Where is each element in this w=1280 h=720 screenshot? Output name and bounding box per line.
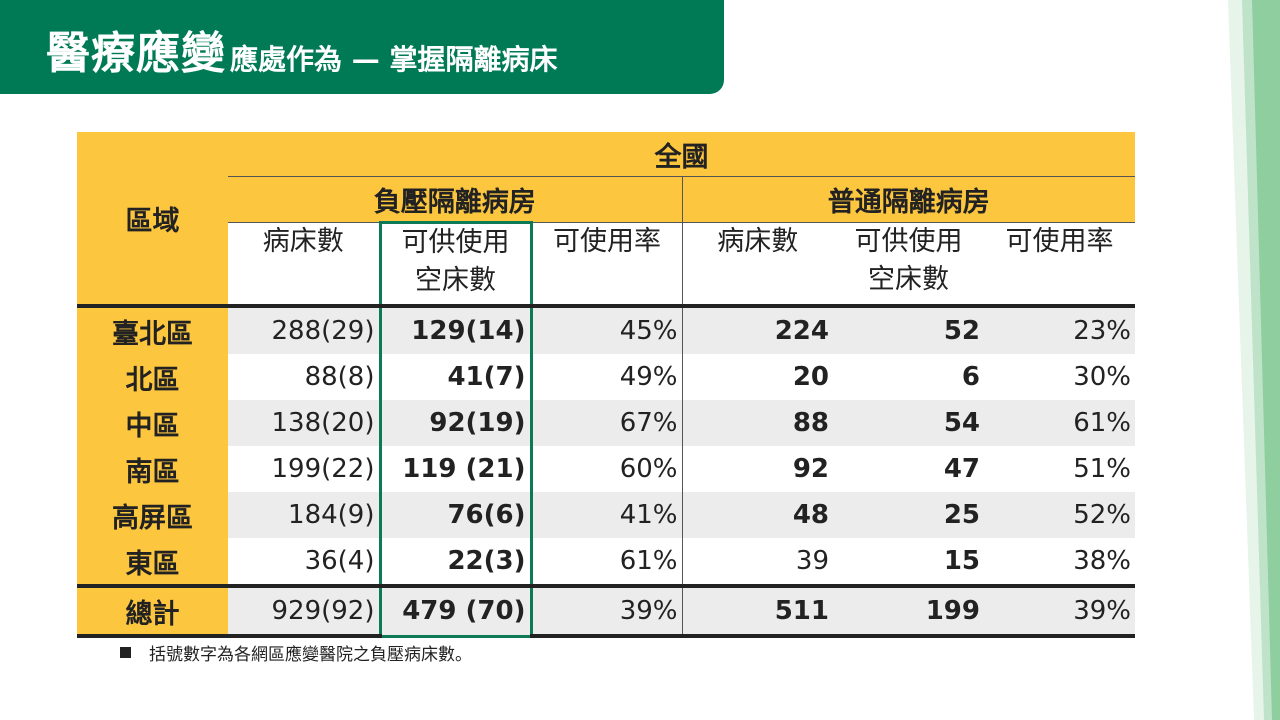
np-beds-header: 病床數 [228,222,380,306]
table-row: 南區 199(22) 119 (21) 60% 92 47 51% [77,446,1135,492]
gi-beds-cell: 39 [681,538,833,586]
region-name: 高屏區 [77,492,228,538]
np-rate-total: 39% [531,584,682,638]
footnote: 括號數字為各網區應變醫院之負壓病床數。 [120,640,472,665]
np-available-cell: 129(14) [378,304,533,354]
region-header: 區域 [77,132,228,306]
np-beds-cell: 88(8) [228,354,380,400]
gi-rate-cell: 61% [984,400,1135,446]
isolation-bed-table: 區域 全國 負壓隔離病房 普通隔離病房 病床數 可供使用 空床數 可使用率 病床數… [77,132,1135,638]
gi-rate-cell: 30% [984,354,1135,400]
np-available-cell: 41(7) [378,354,533,400]
np-available-cell: 22(3) [378,538,533,586]
page-subtitle: 應處作為 — 掌握隔離病床 [230,43,558,76]
np-beds-total: 929(92) [228,584,380,638]
total-label: 總計 [77,584,228,638]
gi-available-total: 199 [833,584,984,638]
gi-rate-cell: 38% [984,538,1135,586]
gi-rate-header: 可使用率 [984,222,1135,306]
np-available-cell: 92(19) [378,400,533,446]
negative-pressure-group-header: 負壓隔離病房 [228,176,682,223]
gi-available-cell: 6 [833,354,984,400]
gi-beds-cell: 88 [681,400,833,446]
gi-beds-cell: 20 [681,354,833,400]
np-rate-cell: 60% [531,446,682,492]
np-rate-cell: 49% [531,354,682,400]
table-row: 中區 138(20) 92(19) 67% 88 54 61% [77,400,1135,446]
gi-available-cell: 54 [833,400,984,446]
title-banner: 醫療應變 應處作為 — 掌握隔離病床 [0,0,724,94]
table-row: 東區 36(4) 22(3) 61% 39 15 38% [77,538,1135,586]
np-available-cell: 119 (21) [378,446,533,492]
square-bullet-icon [120,647,131,658]
np-available-total: 479 (70) [378,584,533,638]
np-rate-cell: 67% [531,400,682,446]
np-beds-cell: 138(20) [228,400,380,446]
region-name: 北區 [77,354,228,400]
table-row: 高屏區 184(9) 76(6) 41% 48 25 52% [77,492,1135,538]
gi-available-cell: 25 [833,492,984,538]
gi-rate-cell: 23% [984,304,1135,354]
general-isolation-group-header: 普通隔離病房 [681,176,1135,223]
total-row: 總計 929(92) 479 (70) 39% 511 199 39% [77,584,1135,638]
table-row: 臺北區 288(29) 129(14) 45% 224 52 23% [77,304,1135,354]
np-beds-cell: 199(22) [228,446,380,492]
np-beds-cell: 36(4) [228,538,380,586]
np-rate-cell: 61% [531,538,682,586]
region-name: 南區 [77,446,228,492]
np-rate-cell: 45% [531,304,682,354]
region-name: 東區 [77,538,228,586]
gi-available-cell: 47 [833,446,984,492]
gi-beds-cell: 92 [681,446,833,492]
table-row: 北區 88(8) 41(7) 49% 20 6 30% [77,354,1135,400]
np-available-header: 可供使用 空床數 [378,221,533,306]
region-name: 中區 [77,400,228,446]
nation-header: 全國 [228,132,1135,177]
region-name: 臺北區 [77,304,228,354]
gi-rate-cell: 51% [984,446,1135,492]
np-beds-cell: 184(9) [228,492,380,538]
gi-beds-cell: 48 [681,492,833,538]
gi-beds-header: 病床數 [681,222,833,306]
gi-rate-total: 39% [984,584,1135,638]
np-available-cell: 76(6) [378,492,533,538]
gi-beds-total: 511 [681,584,833,638]
np-rate-header: 可使用率 [531,222,682,306]
page-title: 醫療應變 [46,28,226,79]
np-beds-cell: 288(29) [228,304,380,354]
gi-available-cell: 52 [833,304,984,354]
gi-available-header: 可供使用 空床數 [833,222,984,306]
np-rate-cell: 41% [531,492,682,538]
gi-beds-cell: 224 [681,304,833,354]
gi-rate-cell: 52% [984,492,1135,538]
footnote-text: 括號數字為各網區應變醫院之負壓病床數。 [149,645,472,665]
decorative-stripes [1228,0,1280,720]
gi-available-cell: 15 [833,538,984,586]
